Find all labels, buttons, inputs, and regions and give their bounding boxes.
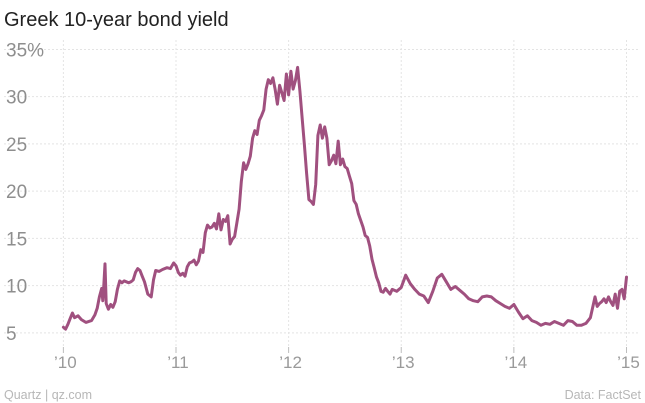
x-axis-ticks: ’10 ’11 ’12 ’13 ’14 ’15 (54, 347, 640, 372)
gridlines (4, 40, 640, 347)
y-tick-label: 30 (6, 88, 27, 109)
y-tick-label: 25 (6, 135, 27, 156)
series-line-greek-10y-yield (61, 65, 628, 331)
data-source: Data: FactSet (565, 388, 642, 402)
y-tick-label: 35% (6, 40, 44, 61)
y-tick-label: 10 (6, 277, 27, 298)
y-axis-labels: 35% 30 25 20 15 10 5 (6, 40, 44, 344)
x-tick-label: ’13 (392, 353, 415, 372)
y-tick-label: 5 (6, 324, 17, 345)
source-credit: Quartz | qz.com (4, 388, 92, 402)
x-tick-label: ’10 (54, 353, 77, 372)
x-tick-label: ’14 (505, 353, 528, 372)
x-tick-label: ’12 (279, 353, 302, 372)
x-tick-label: ’15 (617, 353, 640, 372)
x-tick-label: ’11 (167, 353, 188, 372)
chart-title: Greek 10-year bond yield (4, 9, 229, 31)
y-tick-label: 15 (6, 229, 27, 250)
y-tick-label: 20 (6, 182, 27, 203)
series-layer (61, 65, 628, 331)
